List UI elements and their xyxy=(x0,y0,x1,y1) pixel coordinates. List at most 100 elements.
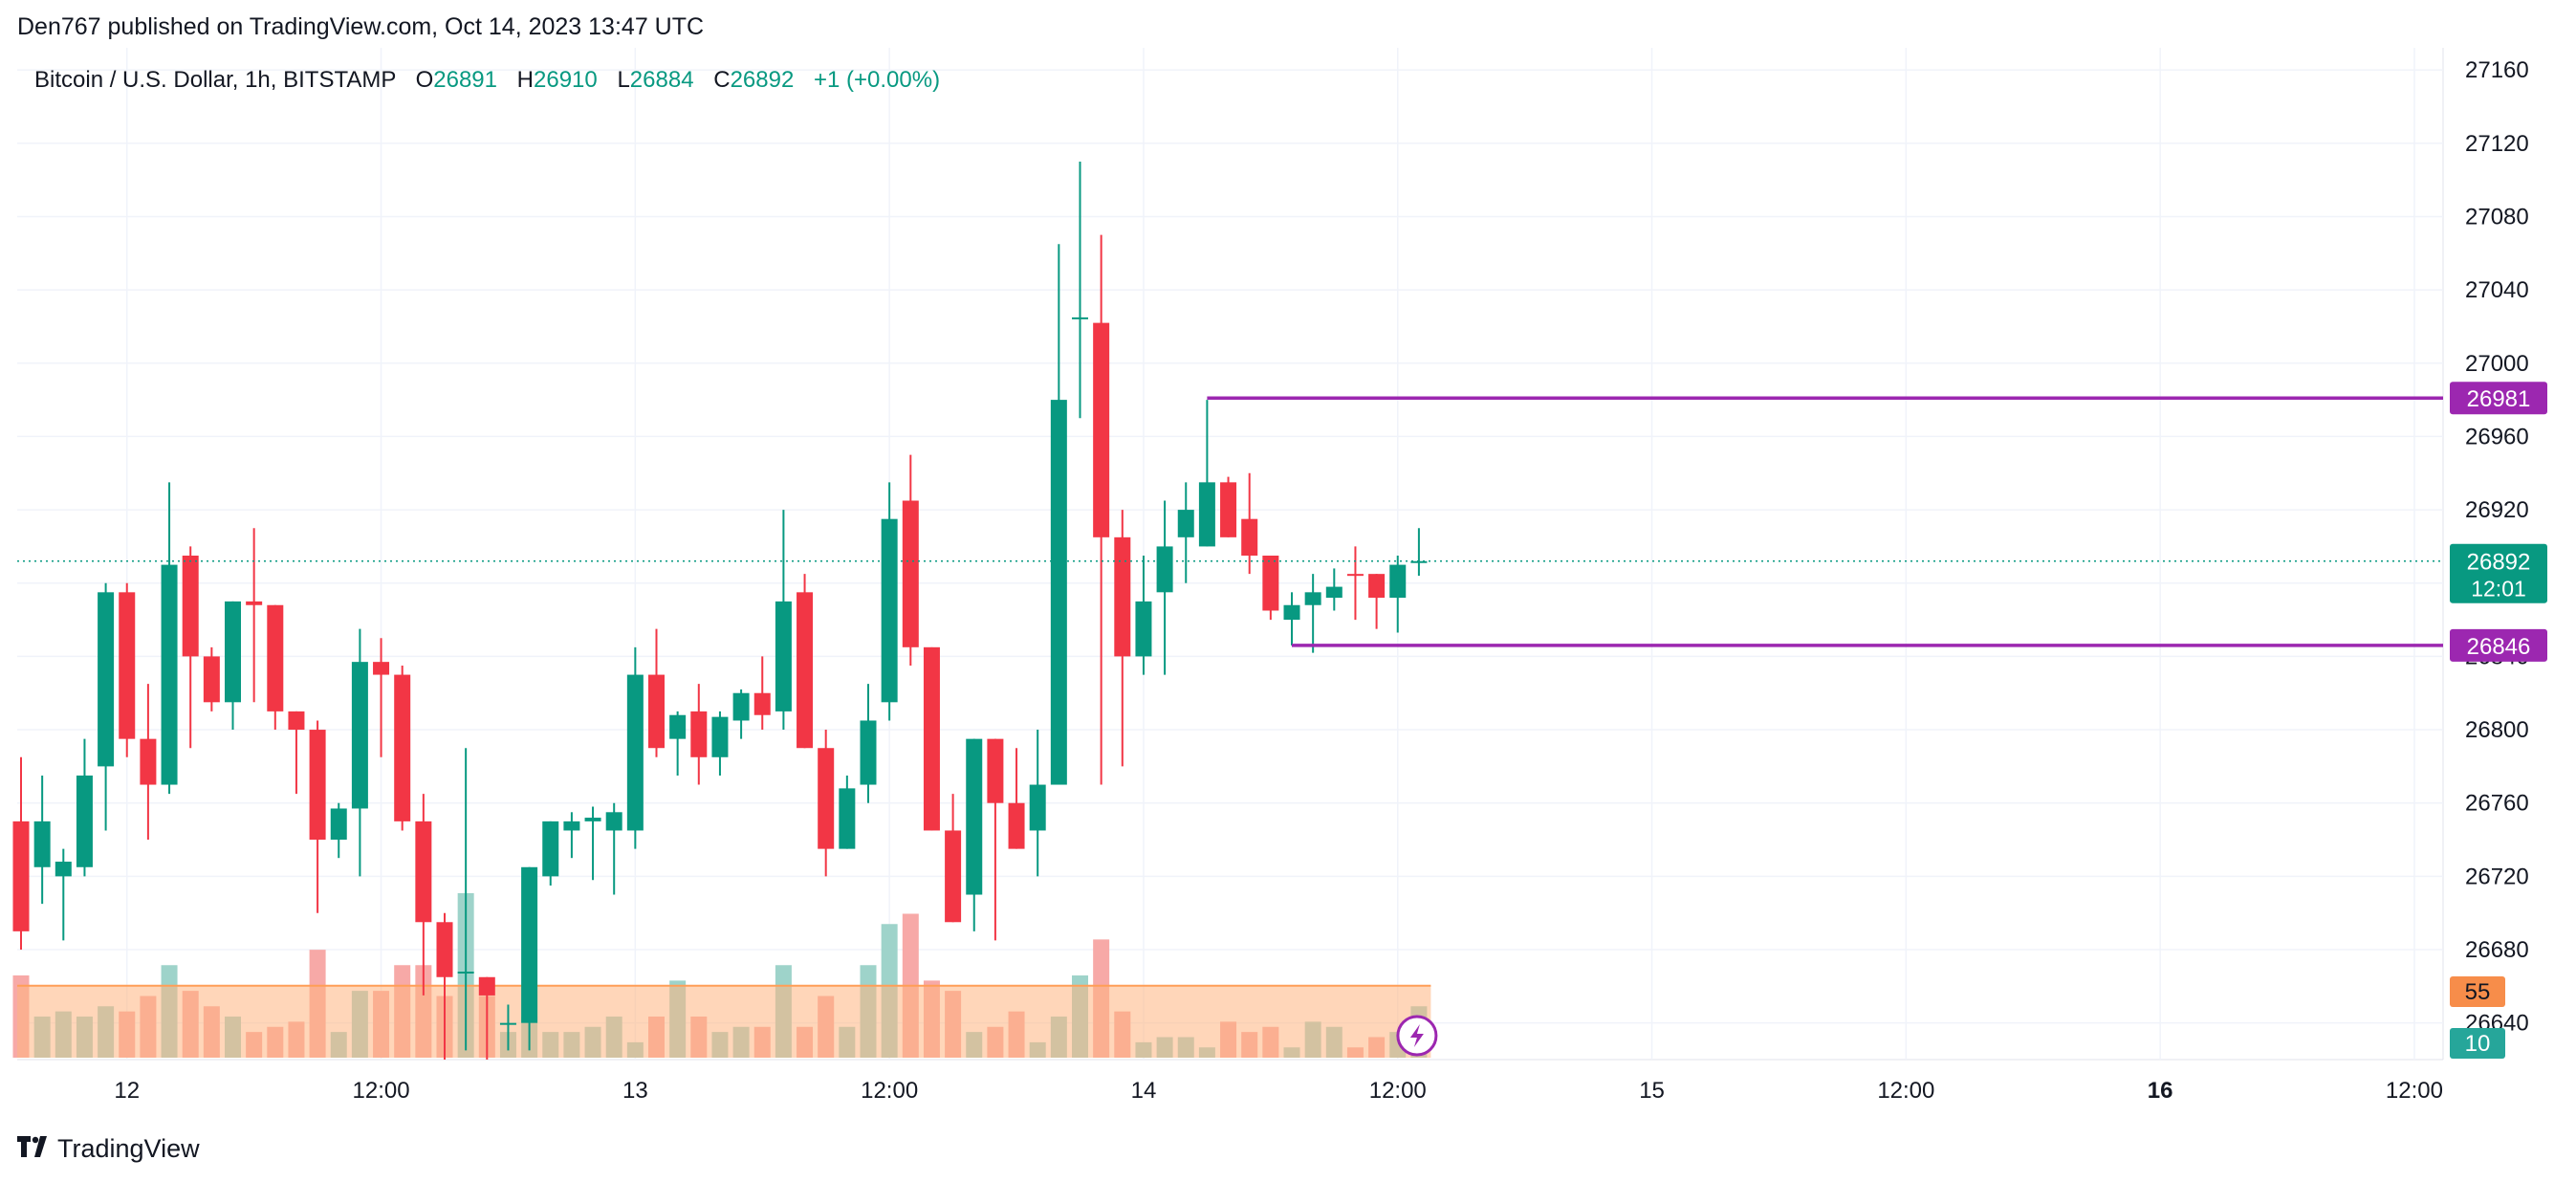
candle-body xyxy=(436,922,453,977)
candle-body xyxy=(457,972,474,974)
candle-body xyxy=(1241,518,1258,556)
candle-body xyxy=(860,720,877,785)
candle-body xyxy=(161,564,178,785)
tradingview-brand[interactable]: TradingView xyxy=(17,1132,200,1165)
close-value: 26892 xyxy=(730,67,795,93)
candle-body xyxy=(1389,564,1407,599)
candle-body xyxy=(669,714,687,739)
x-tick-label: 15 xyxy=(1639,1078,1665,1104)
y-tick-label: 27080 xyxy=(2465,204,2529,230)
candle-body xyxy=(1304,592,1321,605)
candle-body xyxy=(1410,560,1428,563)
candle-body xyxy=(1177,510,1194,537)
candle-body xyxy=(1368,574,1386,599)
x-tick-label: 12:00 xyxy=(353,1078,410,1104)
last-price-label: 26892 xyxy=(2467,550,2531,576)
candle-body xyxy=(415,821,432,923)
candle-body xyxy=(648,674,665,749)
y-tick-label: 26800 xyxy=(2465,717,2529,743)
candle-body xyxy=(1262,556,1279,611)
y-tick-label: 26960 xyxy=(2465,424,2529,449)
y-tick-label: 26680 xyxy=(2465,937,2529,963)
candle-body xyxy=(966,738,983,895)
candle-body xyxy=(945,830,962,923)
y-tick-label: 27160 xyxy=(2465,57,2529,83)
candle-body xyxy=(1346,574,1364,577)
candle-body xyxy=(690,711,708,757)
candle-body xyxy=(1050,400,1067,785)
candle-body xyxy=(203,656,220,703)
candle-body xyxy=(1325,586,1343,599)
candle-body xyxy=(987,738,1004,803)
candle-body xyxy=(605,812,622,831)
candle-body xyxy=(521,866,538,1023)
candle-body xyxy=(881,518,898,703)
candle-body xyxy=(394,674,411,821)
candle-body xyxy=(1220,482,1237,537)
x-tick-label: 12 xyxy=(114,1078,140,1104)
candle-body xyxy=(33,821,51,867)
x-tick-label: 14 xyxy=(1131,1078,1157,1104)
level-price-label: 26981 xyxy=(2467,386,2531,412)
candle-body xyxy=(182,556,199,657)
symbol-legend: Bitcoin / U.S. Dollar, 1h, BITSTAMP O268… xyxy=(34,67,940,94)
candle-body xyxy=(1135,601,1152,657)
high-label: H xyxy=(516,67,535,93)
open-value: 26891 xyxy=(433,67,497,93)
level-price-tag xyxy=(2450,628,2547,662)
candle-body xyxy=(753,692,771,715)
candle-body xyxy=(351,662,368,809)
candle-body xyxy=(732,692,750,721)
x-tick-label: 12:00 xyxy=(2386,1078,2443,1104)
candle-body xyxy=(563,821,580,831)
candle-body xyxy=(499,1022,516,1025)
volume-tag-label: 55 xyxy=(2465,979,2491,1005)
x-tick-label: 12:00 xyxy=(861,1078,918,1104)
candle-body xyxy=(267,604,284,711)
volume-tag xyxy=(2450,976,2505,1007)
low-label: L xyxy=(617,67,630,93)
candlestick-series xyxy=(12,161,1428,1060)
candle-body xyxy=(288,711,305,731)
candle-body xyxy=(775,601,792,711)
publisher-line: Den767 published on TradingView.com, Oct… xyxy=(17,13,705,40)
close-label: C xyxy=(713,67,731,93)
lightning-bolt-glyph xyxy=(1409,1024,1424,1047)
last-price-tag xyxy=(2450,543,2547,603)
low-value: 26884 xyxy=(629,67,694,93)
candle-body xyxy=(225,601,241,703)
candle-body xyxy=(1029,784,1046,831)
candle-body xyxy=(98,592,115,767)
candle-body xyxy=(542,821,559,877)
tradingview-logo-icon xyxy=(17,1132,50,1165)
volume-histogram xyxy=(12,893,1431,1058)
candle-body xyxy=(309,730,326,841)
candle-body xyxy=(1008,802,1025,849)
volume-ma-area xyxy=(17,985,1431,1058)
candle-body xyxy=(373,662,390,675)
y-tick-label: 26720 xyxy=(2465,864,2529,889)
candle-body xyxy=(1072,317,1088,319)
candle-body xyxy=(797,592,814,749)
y-tick-label: 27040 xyxy=(2465,277,2529,303)
volume-tag-label: 10 xyxy=(2465,1031,2491,1057)
brand-name: TradingView xyxy=(57,1133,200,1163)
candle-body xyxy=(12,821,30,931)
open-label: O xyxy=(415,67,434,93)
countdown-label: 12:01 xyxy=(2471,577,2526,602)
candle-body xyxy=(1156,546,1173,593)
candle-body xyxy=(1283,604,1300,621)
candle-body xyxy=(119,592,136,739)
candle-body xyxy=(478,976,495,996)
x-tick-label: 12:00 xyxy=(1369,1078,1427,1104)
x-tick-label: 13 xyxy=(622,1078,648,1104)
candle-body xyxy=(818,748,835,849)
candle-body xyxy=(711,716,729,757)
candle-body xyxy=(1093,322,1110,537)
price-levels xyxy=(17,396,2443,647)
y-tick-label: 26920 xyxy=(2465,497,2529,523)
y-tick-label: 27120 xyxy=(2465,131,2529,157)
x-tick-label: 16 xyxy=(2148,1078,2173,1104)
candle-body xyxy=(584,818,601,821)
